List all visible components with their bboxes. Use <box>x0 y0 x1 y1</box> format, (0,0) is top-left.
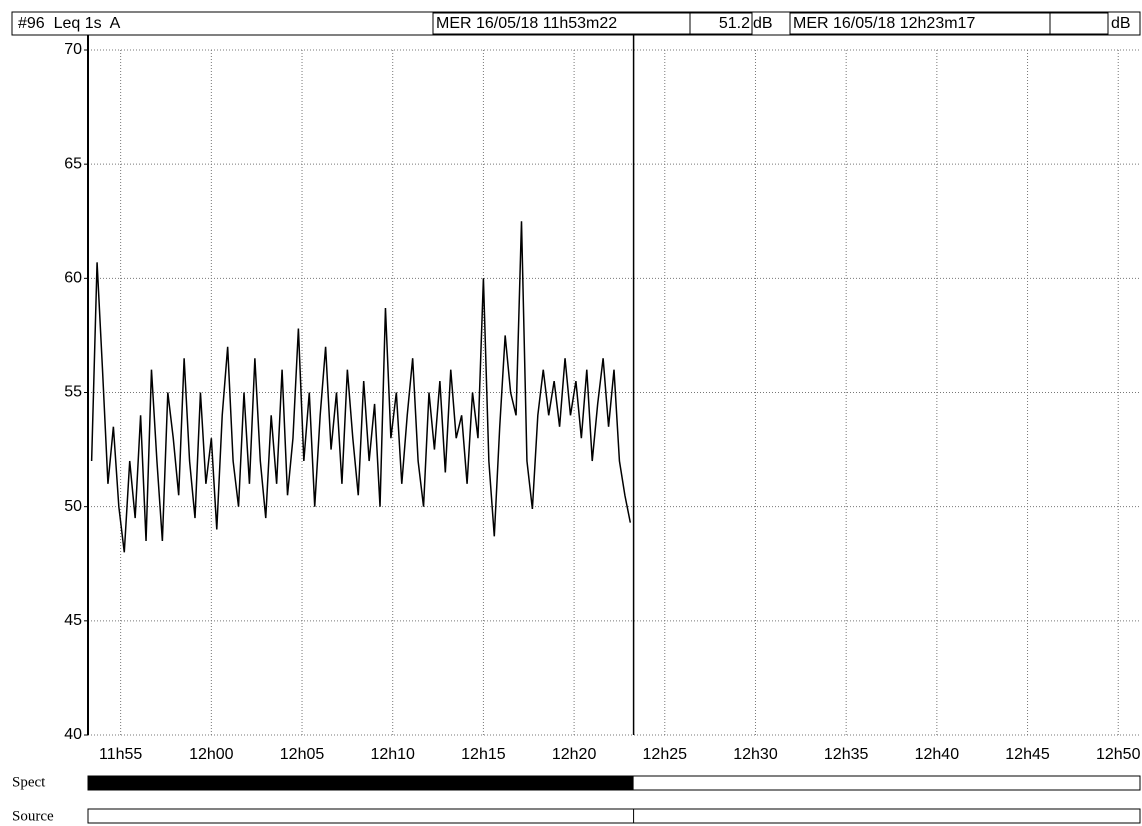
x-tick-label: 12h05 <box>280 746 325 763</box>
x-tick-label: 12h10 <box>370 746 415 763</box>
x-tick-label: 12h15 <box>461 746 506 763</box>
y-tick-label: 60 <box>64 270 82 287</box>
x-tick-label: 12h25 <box>643 746 688 763</box>
spect-fill <box>88 776 634 790</box>
y-tick-label: 50 <box>64 498 82 515</box>
x-tick-label: 12h20 <box>552 746 597 763</box>
y-tick-label: 65 <box>64 155 82 172</box>
cursor-a-value: 51.2 <box>719 15 750 32</box>
bar-label: Source <box>12 808 54 824</box>
y-tick-label: 70 <box>64 41 82 58</box>
y-tick-label: 40 <box>64 726 82 743</box>
chart: #96 Leq 1s A MER 16/05/18 11h53m22 51.2 … <box>0 0 1142 826</box>
chart-title: #96 Leq 1s A <box>18 15 121 32</box>
cursor-b-time: MER 16/05/18 12h23m17 <box>793 15 975 32</box>
bar-label: Spect <box>12 774 46 790</box>
x-tick-label: 11h55 <box>99 746 142 763</box>
unit: dB <box>753 15 773 32</box>
y-tick-label: 45 <box>64 612 82 629</box>
x-tick-label: 12h35 <box>824 746 869 763</box>
x-tick-label: 12h40 <box>915 746 960 763</box>
x-tick-label: 12h30 <box>733 746 778 763</box>
x-tick-label: 12h45 <box>1005 746 1050 763</box>
x-tick-label: 12h50 <box>1096 746 1141 763</box>
x-tick-label: 12h00 <box>189 746 234 763</box>
cursor-a-time: MER 16/05/18 11h53m22 <box>436 15 617 32</box>
source-bar <box>88 809 1140 823</box>
page: #96 Leq 1s A MER 16/05/18 11h53m22 51.2 … <box>0 0 1142 826</box>
y-tick-label: 55 <box>64 384 82 401</box>
unit: dB <box>1111 15 1131 32</box>
